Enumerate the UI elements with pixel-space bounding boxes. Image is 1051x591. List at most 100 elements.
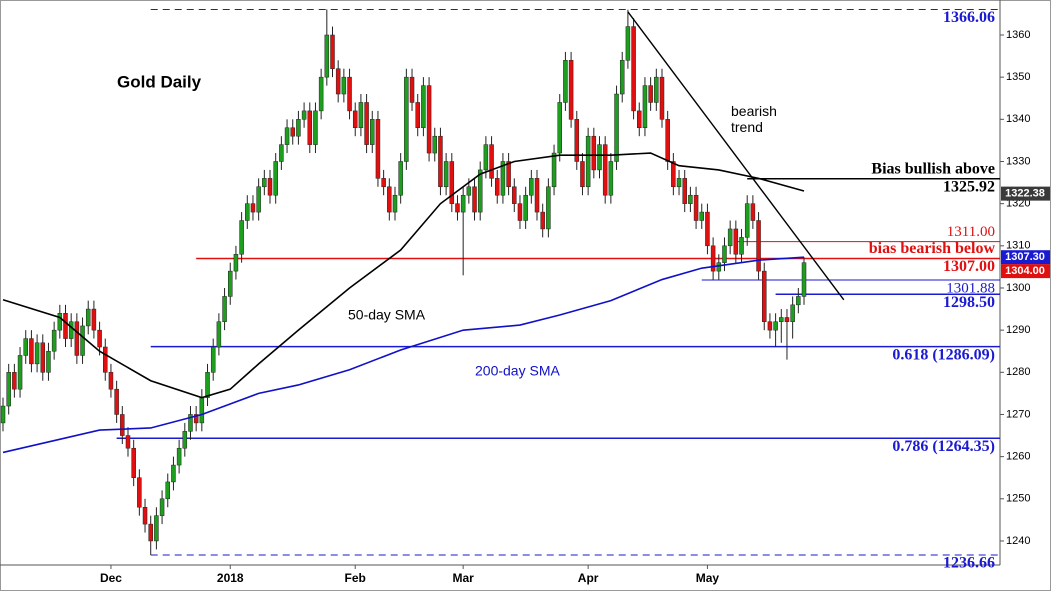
candle-body	[347, 76, 352, 112]
candle-body	[245, 203, 250, 221]
candle-body	[387, 186, 392, 213]
candle-body	[574, 119, 580, 162]
candle-body	[57, 313, 63, 331]
candle-body	[654, 76, 659, 103]
candle-body	[227, 270, 233, 297]
candle-body	[421, 85, 426, 129]
candle-body	[546, 186, 551, 230]
price-tag	[1001, 186, 1050, 201]
price-tag-label: 1322.38	[1005, 188, 1045, 200]
candle-body	[619, 60, 625, 95]
candle-body	[137, 477, 142, 508]
candle-body	[568, 60, 574, 120]
y-tick-label: 1350	[1006, 71, 1030, 83]
candle-body	[784, 317, 790, 322]
trend-label: bearish trend	[731, 103, 777, 135]
candle-body	[551, 152, 557, 188]
candle-body	[250, 203, 256, 213]
candle-body	[466, 186, 472, 196]
candle-body	[790, 304, 795, 322]
candle-body	[767, 321, 773, 331]
sma-line	[2, 256, 805, 454]
y-tick-label: 1280	[1006, 366, 1030, 378]
candle-body	[676, 178, 682, 188]
candle-body	[341, 76, 347, 95]
candle-body	[358, 102, 364, 129]
candle-body	[284, 127, 290, 145]
trend-line	[627, 11, 845, 301]
candle-body	[415, 102, 420, 129]
candle-body	[205, 372, 210, 398]
candle-body	[159, 498, 165, 516]
candle-body	[290, 127, 295, 137]
price-tag-label: 1307.30	[1005, 251, 1045, 263]
candle-body	[483, 144, 489, 171]
candle-body	[779, 317, 784, 322]
candle-body	[307, 110, 313, 145]
candle-body	[801, 262, 807, 297]
level-label: 1311.00	[947, 224, 995, 240]
candle-body	[733, 228, 739, 255]
candle-body	[744, 203, 750, 238]
candle-body	[68, 321, 74, 339]
level-note: Bias bullish above	[871, 160, 995, 177]
y-tick-label: 1250	[1006, 493, 1030, 505]
candle-body	[318, 76, 324, 112]
candle-body	[120, 414, 125, 436]
candle-body	[301, 110, 307, 120]
candle-body	[460, 194, 466, 213]
candle-body	[659, 76, 665, 120]
candle-body	[330, 34, 335, 69]
x-tick-label: Mar	[452, 571, 474, 585]
candle-body	[154, 515, 159, 542]
candle-body	[494, 178, 500, 196]
candle-body	[796, 296, 801, 306]
candle-body	[761, 270, 767, 322]
chart-title: Gold Daily	[117, 72, 202, 91]
candle-body	[585, 135, 591, 188]
candle-body	[23, 338, 28, 356]
candle-body	[648, 85, 653, 103]
candle-body	[125, 435, 131, 449]
candle-body	[375, 119, 381, 179]
candle-body	[517, 203, 523, 221]
candle-body	[233, 254, 239, 272]
candle-body	[705, 211, 710, 247]
x-tick-label: Dec	[100, 571, 122, 585]
candle-body	[267, 178, 273, 196]
x-tick-label: Feb	[345, 571, 366, 585]
level-label: 1325.92	[943, 178, 995, 195]
candle-body	[637, 110, 642, 129]
candle-body	[671, 161, 676, 188]
candle-body	[557, 102, 562, 154]
candle-body	[29, 338, 34, 365]
candle-body	[602, 144, 608, 196]
candle-body	[0, 405, 6, 424]
candle-body	[534, 178, 540, 213]
candle-body	[17, 355, 23, 390]
candle-body	[239, 220, 244, 255]
candle-body	[540, 211, 545, 230]
x-tick-label: 2018	[217, 571, 244, 585]
candle-body	[210, 346, 216, 373]
level-note: bias bearish below	[869, 240, 996, 257]
candle-body	[370, 119, 375, 145]
candle-body	[313, 110, 318, 145]
candle-body	[682, 178, 687, 204]
candle-body	[296, 119, 301, 137]
candle-body	[699, 211, 705, 221]
candle-body	[256, 186, 261, 213]
candle-body	[489, 144, 494, 179]
level-label: 1307.00	[943, 258, 995, 275]
candle-body	[563, 60, 568, 103]
candle-body	[597, 144, 602, 171]
candle-body	[97, 329, 102, 348]
y-tick-label: 1270	[1006, 408, 1030, 420]
candle-body	[114, 388, 119, 415]
candle-body	[529, 178, 534, 196]
candle-body	[46, 350, 51, 373]
candle-body	[171, 464, 176, 483]
candle-body	[500, 161, 506, 196]
